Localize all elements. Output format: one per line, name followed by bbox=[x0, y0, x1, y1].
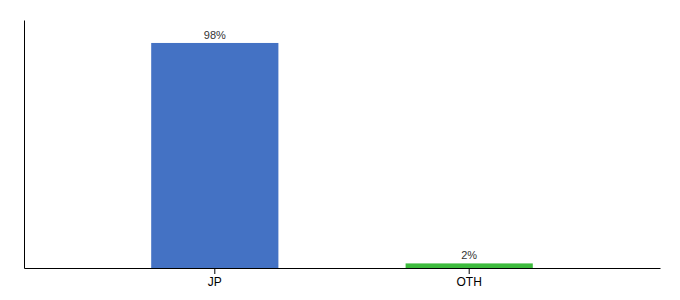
x-tick-label: JP bbox=[208, 275, 222, 289]
plot: JP OTH 98% 2% bbox=[25, 21, 661, 289]
y-axis-line bbox=[24, 21, 25, 269]
bars bbox=[151, 43, 533, 268]
x-axis: JP OTH bbox=[25, 268, 661, 289]
data-labels: 98% 2% bbox=[204, 29, 478, 261]
bar bbox=[406, 263, 533, 268]
data-label: 2% bbox=[461, 249, 477, 261]
x-tick-mark bbox=[469, 268, 470, 274]
x-tick-mark bbox=[214, 268, 215, 274]
x-tick: JP bbox=[208, 268, 222, 289]
x-tick-label: OTH bbox=[457, 275, 482, 289]
y-axis bbox=[24, 21, 25, 269]
data-label: 98% bbox=[204, 29, 226, 41]
chart: JP OTH 98% 2% bbox=[0, 0, 680, 300]
bar bbox=[151, 43, 278, 268]
x-axis-line bbox=[25, 268, 661, 269]
x-tick: OTH bbox=[457, 268, 482, 289]
